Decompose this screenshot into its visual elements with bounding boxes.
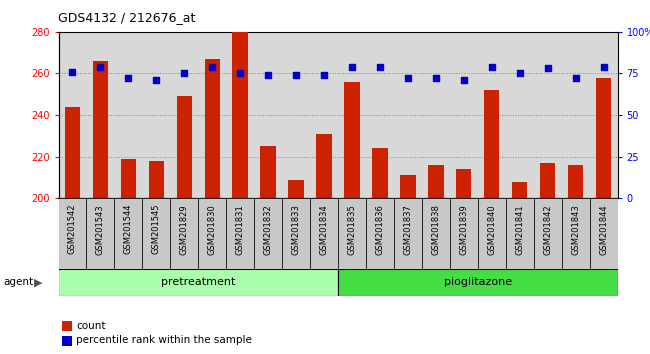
- Text: GSM201836: GSM201836: [376, 204, 384, 255]
- Text: GSM201834: GSM201834: [320, 204, 328, 255]
- Text: GSM201839: GSM201839: [460, 204, 468, 255]
- Text: agent: agent: [3, 277, 33, 287]
- Text: GSM201545: GSM201545: [152, 204, 161, 255]
- Bar: [562, 198, 590, 269]
- Bar: [428, 165, 443, 198]
- Text: GSM201838: GSM201838: [432, 204, 440, 255]
- Point: [599, 64, 609, 70]
- Point: [571, 76, 581, 81]
- Text: percentile rank within the sample: percentile rank within the sample: [77, 335, 252, 346]
- Point: [459, 77, 469, 83]
- Bar: [484, 90, 499, 198]
- Text: GSM201833: GSM201833: [292, 204, 300, 255]
- Bar: [450, 198, 478, 269]
- Bar: [65, 107, 80, 198]
- Point: [347, 64, 358, 70]
- Bar: [58, 269, 338, 296]
- Point: [291, 72, 302, 78]
- Point: [402, 76, 413, 81]
- Bar: [226, 198, 254, 269]
- Bar: [400, 175, 415, 198]
- Point: [151, 77, 161, 83]
- Bar: [205, 59, 220, 198]
- Bar: [344, 82, 359, 198]
- Text: GSM201842: GSM201842: [543, 204, 552, 255]
- Text: GSM201831: GSM201831: [236, 204, 244, 255]
- Point: [207, 64, 217, 70]
- Bar: [478, 198, 506, 269]
- Bar: [540, 163, 555, 198]
- Point: [235, 71, 246, 76]
- Text: ▶: ▶: [34, 277, 42, 287]
- Bar: [233, 30, 248, 198]
- Bar: [142, 198, 170, 269]
- Bar: [366, 198, 394, 269]
- Bar: [422, 198, 450, 269]
- Text: GSM201544: GSM201544: [124, 204, 133, 255]
- Point: [431, 76, 441, 81]
- Bar: [62, 321, 72, 331]
- Bar: [338, 198, 366, 269]
- Bar: [86, 198, 114, 269]
- Bar: [62, 336, 72, 346]
- Bar: [310, 198, 338, 269]
- Bar: [282, 198, 310, 269]
- Bar: [596, 78, 611, 198]
- Text: count: count: [77, 321, 106, 331]
- Bar: [149, 161, 164, 198]
- Bar: [254, 198, 282, 269]
- Bar: [394, 198, 422, 269]
- Point: [486, 64, 497, 70]
- Text: GSM201829: GSM201829: [180, 204, 188, 255]
- Point: [542, 65, 552, 71]
- Text: GSM201830: GSM201830: [208, 204, 216, 255]
- Text: pioglitazone: pioglitazone: [444, 277, 512, 287]
- Text: GSM201837: GSM201837: [404, 204, 412, 255]
- Text: GSM201843: GSM201843: [571, 204, 580, 255]
- Text: GSM201840: GSM201840: [488, 204, 496, 255]
- Text: GDS4132 / 212676_at: GDS4132 / 212676_at: [58, 11, 196, 24]
- Point: [124, 76, 134, 81]
- Point: [67, 69, 78, 75]
- Bar: [534, 198, 562, 269]
- Point: [515, 71, 525, 76]
- Bar: [568, 165, 583, 198]
- Text: GSM201542: GSM201542: [68, 204, 77, 255]
- Bar: [198, 198, 226, 269]
- Text: GSM201841: GSM201841: [515, 204, 524, 255]
- Point: [95, 64, 105, 70]
- Bar: [114, 198, 142, 269]
- Bar: [289, 179, 304, 198]
- Bar: [121, 159, 136, 198]
- Point: [318, 72, 329, 78]
- Bar: [456, 169, 471, 198]
- Bar: [506, 198, 534, 269]
- Bar: [93, 61, 108, 198]
- Bar: [372, 148, 387, 198]
- Bar: [317, 134, 332, 198]
- Bar: [338, 269, 618, 296]
- Bar: [261, 146, 276, 198]
- Text: GSM201832: GSM201832: [264, 204, 272, 255]
- Bar: [512, 182, 527, 198]
- Text: GSM201844: GSM201844: [599, 204, 608, 255]
- Point: [375, 64, 385, 70]
- Text: pretreatment: pretreatment: [161, 277, 235, 287]
- Bar: [590, 198, 618, 269]
- Text: GSM201835: GSM201835: [348, 204, 356, 255]
- Bar: [170, 198, 198, 269]
- Bar: [58, 198, 86, 269]
- Text: GSM201543: GSM201543: [96, 204, 105, 255]
- Point: [179, 71, 190, 76]
- Point: [263, 72, 273, 78]
- Bar: [177, 96, 192, 198]
